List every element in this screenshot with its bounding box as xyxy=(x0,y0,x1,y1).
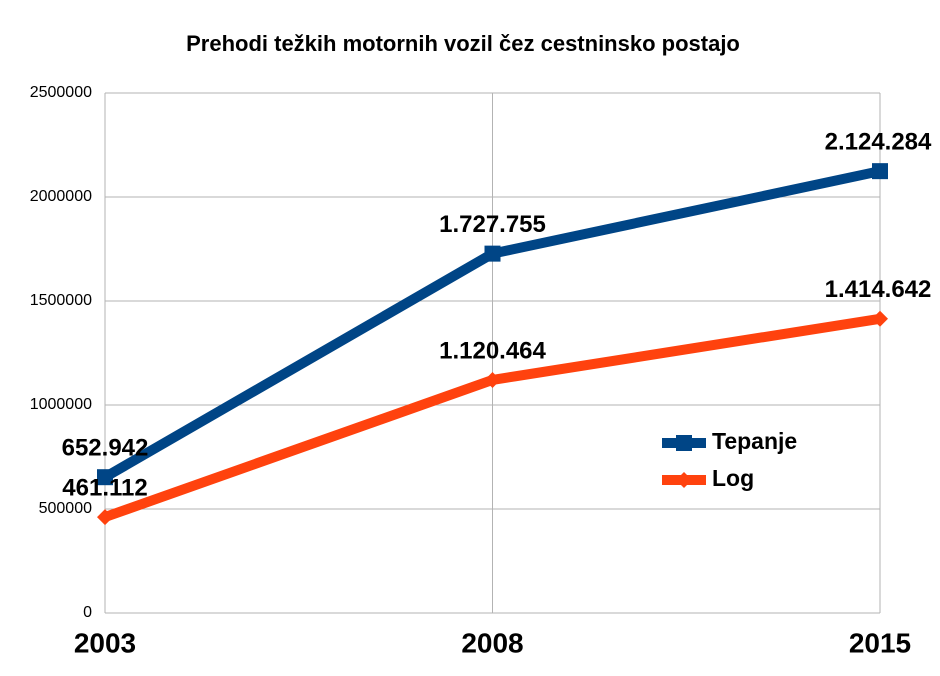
data-point xyxy=(97,469,113,486)
data-point xyxy=(872,310,888,327)
chart-title: Prehodi težkih motornih vozil čez cestni… xyxy=(186,31,740,56)
legend-label: Tepanje xyxy=(712,428,797,454)
legend-label: Log xyxy=(712,465,754,491)
y-tick-label: 2000000 xyxy=(30,188,92,205)
data-label: 2.124.284 xyxy=(825,128,932,155)
data-point xyxy=(484,245,501,262)
data-label: 652.942 xyxy=(62,435,149,462)
y-tick-label: 1000000 xyxy=(30,396,92,413)
data-point xyxy=(97,509,113,526)
data-point xyxy=(872,163,888,180)
data-label: 1.414.642 xyxy=(825,276,932,303)
legend-marker xyxy=(676,472,692,488)
data-point xyxy=(484,371,501,388)
legend-marker xyxy=(676,435,692,451)
x-tick-label: 2015 xyxy=(849,627,911,658)
y-tick-label: 500000 xyxy=(39,500,92,517)
data-label: 1.120.464 xyxy=(439,337,546,364)
y-tick-label: 1500000 xyxy=(30,292,92,309)
x-tick-label: 2003 xyxy=(74,627,136,658)
data-label: 1.727.755 xyxy=(439,211,546,238)
y-tick-label: 0 xyxy=(83,604,92,621)
y-tick-label: 2500000 xyxy=(30,84,92,101)
x-tick-label: 2008 xyxy=(461,627,523,658)
data-label: 461.112 xyxy=(62,474,147,501)
